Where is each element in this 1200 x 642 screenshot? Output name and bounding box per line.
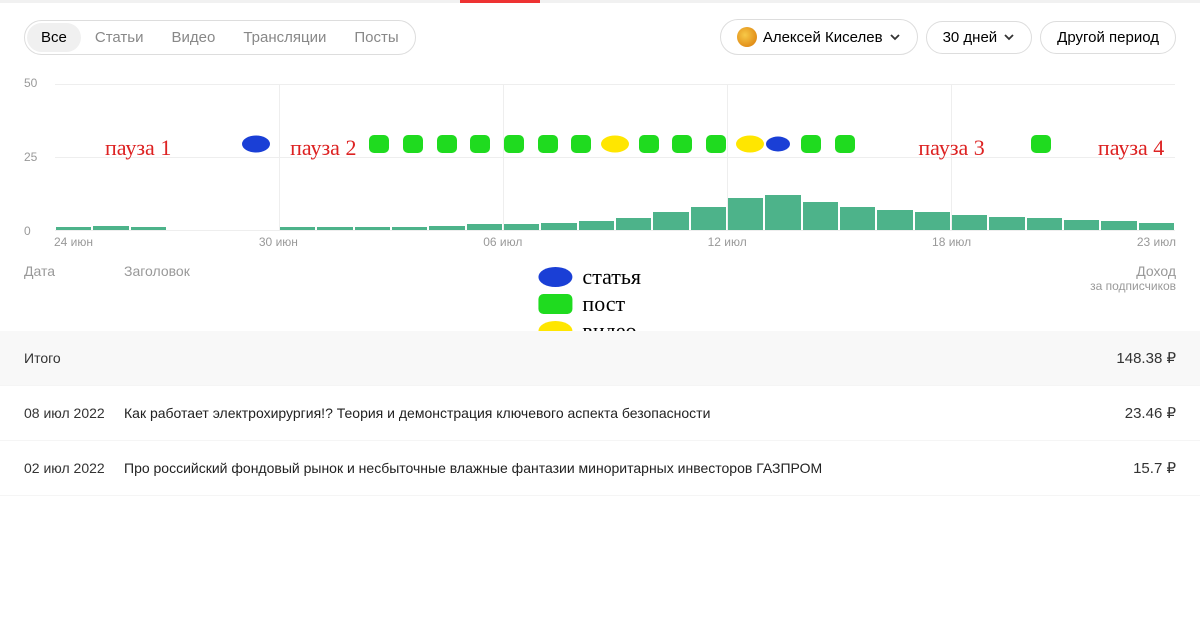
chart: 50250 пауза 1пауза 2пауза 3пауза 4 24 ию… [24, 71, 1176, 251]
row-date: 02 июл 2022 [24, 460, 124, 476]
y-tick-label: 0 [24, 224, 31, 238]
row-value: 15.7 ₽ [1056, 459, 1176, 477]
tab-3[interactable]: Трансляции [229, 23, 340, 52]
chart-bar [691, 207, 726, 230]
tab-4[interactable]: Посты [340, 23, 412, 52]
chart-bar [131, 227, 166, 230]
x-tick-label: 30 июн [259, 235, 298, 249]
legend-label: статья [582, 264, 641, 290]
legend-swatch [538, 294, 572, 314]
chart-bar [392, 227, 427, 230]
row-value: 23.46 ₽ [1056, 404, 1176, 422]
chevron-down-icon [889, 31, 901, 43]
tab-0[interactable]: Все [27, 23, 81, 52]
chart-bar [355, 227, 390, 230]
chart-bar [616, 218, 651, 230]
chart-bar [541, 223, 576, 230]
controls-row: ВсеСтатьиВидеоТрансляцииПосты Алексей Ки… [0, 3, 1200, 71]
chart-bar [317, 227, 352, 230]
other-period-button[interactable]: Другой период [1040, 21, 1176, 54]
chart-bar [93, 226, 128, 230]
y-tick-label: 25 [24, 150, 37, 164]
column-header-date: Дата [24, 263, 124, 279]
active-top-tab-indicator [460, 0, 540, 3]
user-selector[interactable]: Алексей Киселев [720, 19, 918, 55]
column-header-income: Доход за подписчиков [1016, 263, 1176, 293]
total-label: Итого [24, 350, 124, 366]
tab-1[interactable]: Статьи [81, 23, 158, 52]
chart-bar [803, 202, 838, 230]
row-title: Про российский фондовый рынок и несбыточ… [124, 460, 1056, 476]
chart-bar [952, 215, 987, 230]
period-label: 30 дней [943, 29, 998, 46]
chart-bar [765, 195, 800, 230]
chart-plot-area [54, 83, 1176, 231]
legend-swatch [538, 267, 572, 287]
chart-bar [429, 226, 464, 230]
table-row[interactable]: 02 июл 2022Про российский фондовый рынок… [0, 441, 1200, 496]
tab-2[interactable]: Видео [157, 23, 229, 52]
gridline [55, 230, 1175, 231]
chart-bar [840, 207, 875, 230]
chart-x-axis: 24 июн 30 июн 06 июл 12 июл 18 июл 23 июл [54, 235, 1176, 251]
chart-bar [877, 210, 912, 230]
chart-bar [1064, 220, 1099, 230]
legend-item: статья [538, 264, 641, 290]
chart-bar [915, 212, 950, 230]
x-tick-label: 24 июн [54, 235, 93, 249]
chevron-down-icon [1003, 31, 1015, 43]
chart-bar [989, 217, 1024, 230]
table-row-total: Итого 148.38 ₽ [0, 331, 1200, 386]
chart-bar [1027, 218, 1062, 230]
chart-bar [280, 227, 315, 230]
table-row[interactable]: 08 июл 2022Как работает электрохирургия!… [0, 386, 1200, 441]
content-type-tabs: ВсеСтатьиВидеоТрансляцииПосты [24, 20, 416, 55]
chart-bar [728, 198, 763, 230]
chart-bars [55, 84, 1175, 230]
legend-label: пост [582, 291, 625, 317]
row-title: Как работает электрохирургия!? Теория и … [124, 405, 1056, 421]
chart-bar [467, 224, 502, 230]
income-sublabel: за подписчиков [1016, 279, 1176, 293]
chart-bar [56, 227, 91, 230]
chart-bar [1101, 221, 1136, 230]
y-tick-label: 50 [24, 76, 37, 90]
x-tick-label: 12 июл [708, 235, 747, 249]
chart-bar [579, 221, 614, 230]
x-tick-label: 23 июл [1137, 235, 1176, 249]
table-header-row: Дата Заголовок статьяпоствидео Доход за … [0, 251, 1200, 331]
chart-bar [504, 224, 539, 230]
legend-item: пост [538, 291, 641, 317]
top-tab-underline [0, 0, 1200, 3]
chart-bar [1139, 223, 1174, 230]
chart-bar [653, 212, 688, 230]
total-value: 148.38 ₽ [1056, 349, 1176, 367]
income-label: Доход [1016, 263, 1176, 279]
row-date: 08 июл 2022 [24, 405, 124, 421]
avatar [737, 27, 757, 47]
x-tick-label: 18 июл [932, 235, 971, 249]
other-period-label: Другой период [1057, 29, 1159, 46]
income-table: Итого 148.38 ₽ 08 июл 2022Как работает э… [0, 331, 1200, 504]
x-tick-label: 06 июл [483, 235, 522, 249]
period-selector[interactable]: 30 дней [926, 21, 1033, 54]
user-name: Алексей Киселев [763, 29, 883, 46]
